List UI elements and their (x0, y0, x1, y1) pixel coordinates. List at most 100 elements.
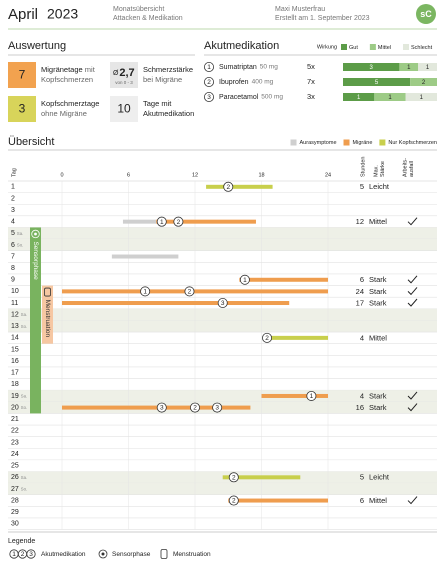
marker-circle (189, 402, 200, 413)
event-bar (156, 219, 256, 224)
legend-icon (101, 552, 105, 556)
card-value: 7 (19, 68, 26, 82)
card-value: 3 (19, 102, 26, 116)
hour-tick-label: 18 (258, 172, 264, 178)
column-header: Stärke (380, 161, 386, 177)
marker-label: 2 (177, 219, 181, 226)
hours: 6 (360, 496, 364, 505)
marker-circle (212, 402, 223, 413)
column-header: Max. (373, 165, 379, 177)
legend-item: Akutmedikation (41, 551, 86, 558)
effect-value: 1 (357, 95, 361, 101)
effect-value: 1 (426, 65, 430, 71)
marker-label: 2 (21, 551, 25, 558)
day-number: 19 (11, 393, 19, 400)
day-number: 6 (11, 242, 15, 249)
day-number: 21 (11, 416, 19, 423)
marker-circle (203, 62, 214, 73)
effect-swatch (403, 44, 410, 50)
card-label: Migränetage mit Kopfschmerzen (41, 65, 103, 84)
effect-bar (399, 63, 419, 71)
section-title: Übersicht (8, 136, 54, 148)
effect-label: Schlecht (411, 45, 433, 51)
marker-circle (223, 181, 234, 192)
section-title: Akutmedikation (204, 40, 279, 52)
card-box (8, 96, 36, 122)
day-number: 30 (11, 521, 19, 528)
event-bar (222, 475, 301, 480)
weekend-row (8, 227, 437, 240)
day-number: 18 (11, 381, 19, 388)
hours: 5 (360, 473, 364, 482)
effect-label: Gut (349, 45, 358, 51)
card-label-strong: Schmerzstärke (143, 65, 194, 74)
med-count: 5x (307, 62, 315, 71)
effect-bar (374, 93, 406, 101)
severity: Leicht (369, 182, 390, 191)
day-number: 12 (11, 311, 19, 318)
legend-label: Aurasymptome (300, 140, 337, 146)
badge (416, 4, 436, 24)
day-number: 3 (11, 207, 15, 214)
day-number: 17 (11, 370, 19, 377)
hours: 12 (356, 217, 364, 226)
column-header: Arbeits- (402, 158, 408, 177)
event-bar (267, 335, 328, 340)
marker-circle (217, 298, 228, 309)
event-bar (62, 289, 328, 294)
marker-label: 1 (243, 277, 247, 284)
card-label-text: bei Migräne (143, 74, 183, 84)
card-value: 2,7 (119, 67, 134, 79)
day-number: 29 (11, 509, 19, 516)
day-number: 11 (11, 300, 18, 307)
severity: Stark (369, 391, 387, 400)
marker-label: 2 (232, 498, 236, 505)
weekend-row (8, 471, 437, 484)
day-number: 27 (11, 486, 19, 493)
card-box (8, 62, 36, 88)
marker-circle (228, 472, 239, 483)
marker-circle (156, 402, 167, 413)
med-name: Paracetamol (219, 94, 259, 101)
severity: Stark (369, 403, 387, 412)
marker-label: 3 (207, 94, 211, 101)
legend-label: Migräne (353, 140, 373, 146)
legend-swatch (343, 139, 350, 146)
effect-swatch (341, 44, 347, 50)
card-label: Schmerzstärke bei Migräne (143, 65, 205, 84)
marker-label: 2 (226, 184, 230, 191)
hour-tick-label: 24 (325, 172, 331, 178)
day-number: 16 (11, 358, 19, 365)
card-box (110, 96, 138, 122)
card-label-strong: Kopfschmerztage (41, 99, 100, 108)
marker-circle (262, 332, 273, 343)
badge-text: sC (420, 9, 432, 19)
day-number: 14 (11, 335, 19, 342)
marker-label: 3 (29, 551, 33, 558)
hours: 5 (360, 182, 364, 191)
marker-circle (26, 549, 36, 559)
month: April (8, 6, 38, 23)
weekday: Sa. (17, 231, 23, 236)
hour-tick-label: 12 (192, 172, 198, 178)
effect-bar (410, 78, 437, 86)
med-dose: 400 mg (252, 79, 274, 86)
hours: 24 (356, 287, 364, 296)
severity: Stark (369, 275, 387, 284)
marker-label: 3 (160, 405, 164, 412)
phase-label: Menstruation (44, 300, 51, 338)
med-name: Ibuprofen (219, 79, 249, 86)
card-label: Tage mit Akutmedikation (143, 99, 205, 118)
card-value: 10 (117, 102, 131, 116)
marker-label: 1 (143, 289, 147, 296)
marker-circle (306, 390, 317, 401)
marker-label: 1 (160, 219, 164, 226)
weekend-row (8, 390, 437, 402)
event-bar (239, 277, 328, 282)
phase-icon (31, 229, 40, 239)
weekday: Sa. (21, 312, 27, 317)
phase-icon (44, 287, 51, 297)
marker-label: 3 (221, 300, 225, 307)
